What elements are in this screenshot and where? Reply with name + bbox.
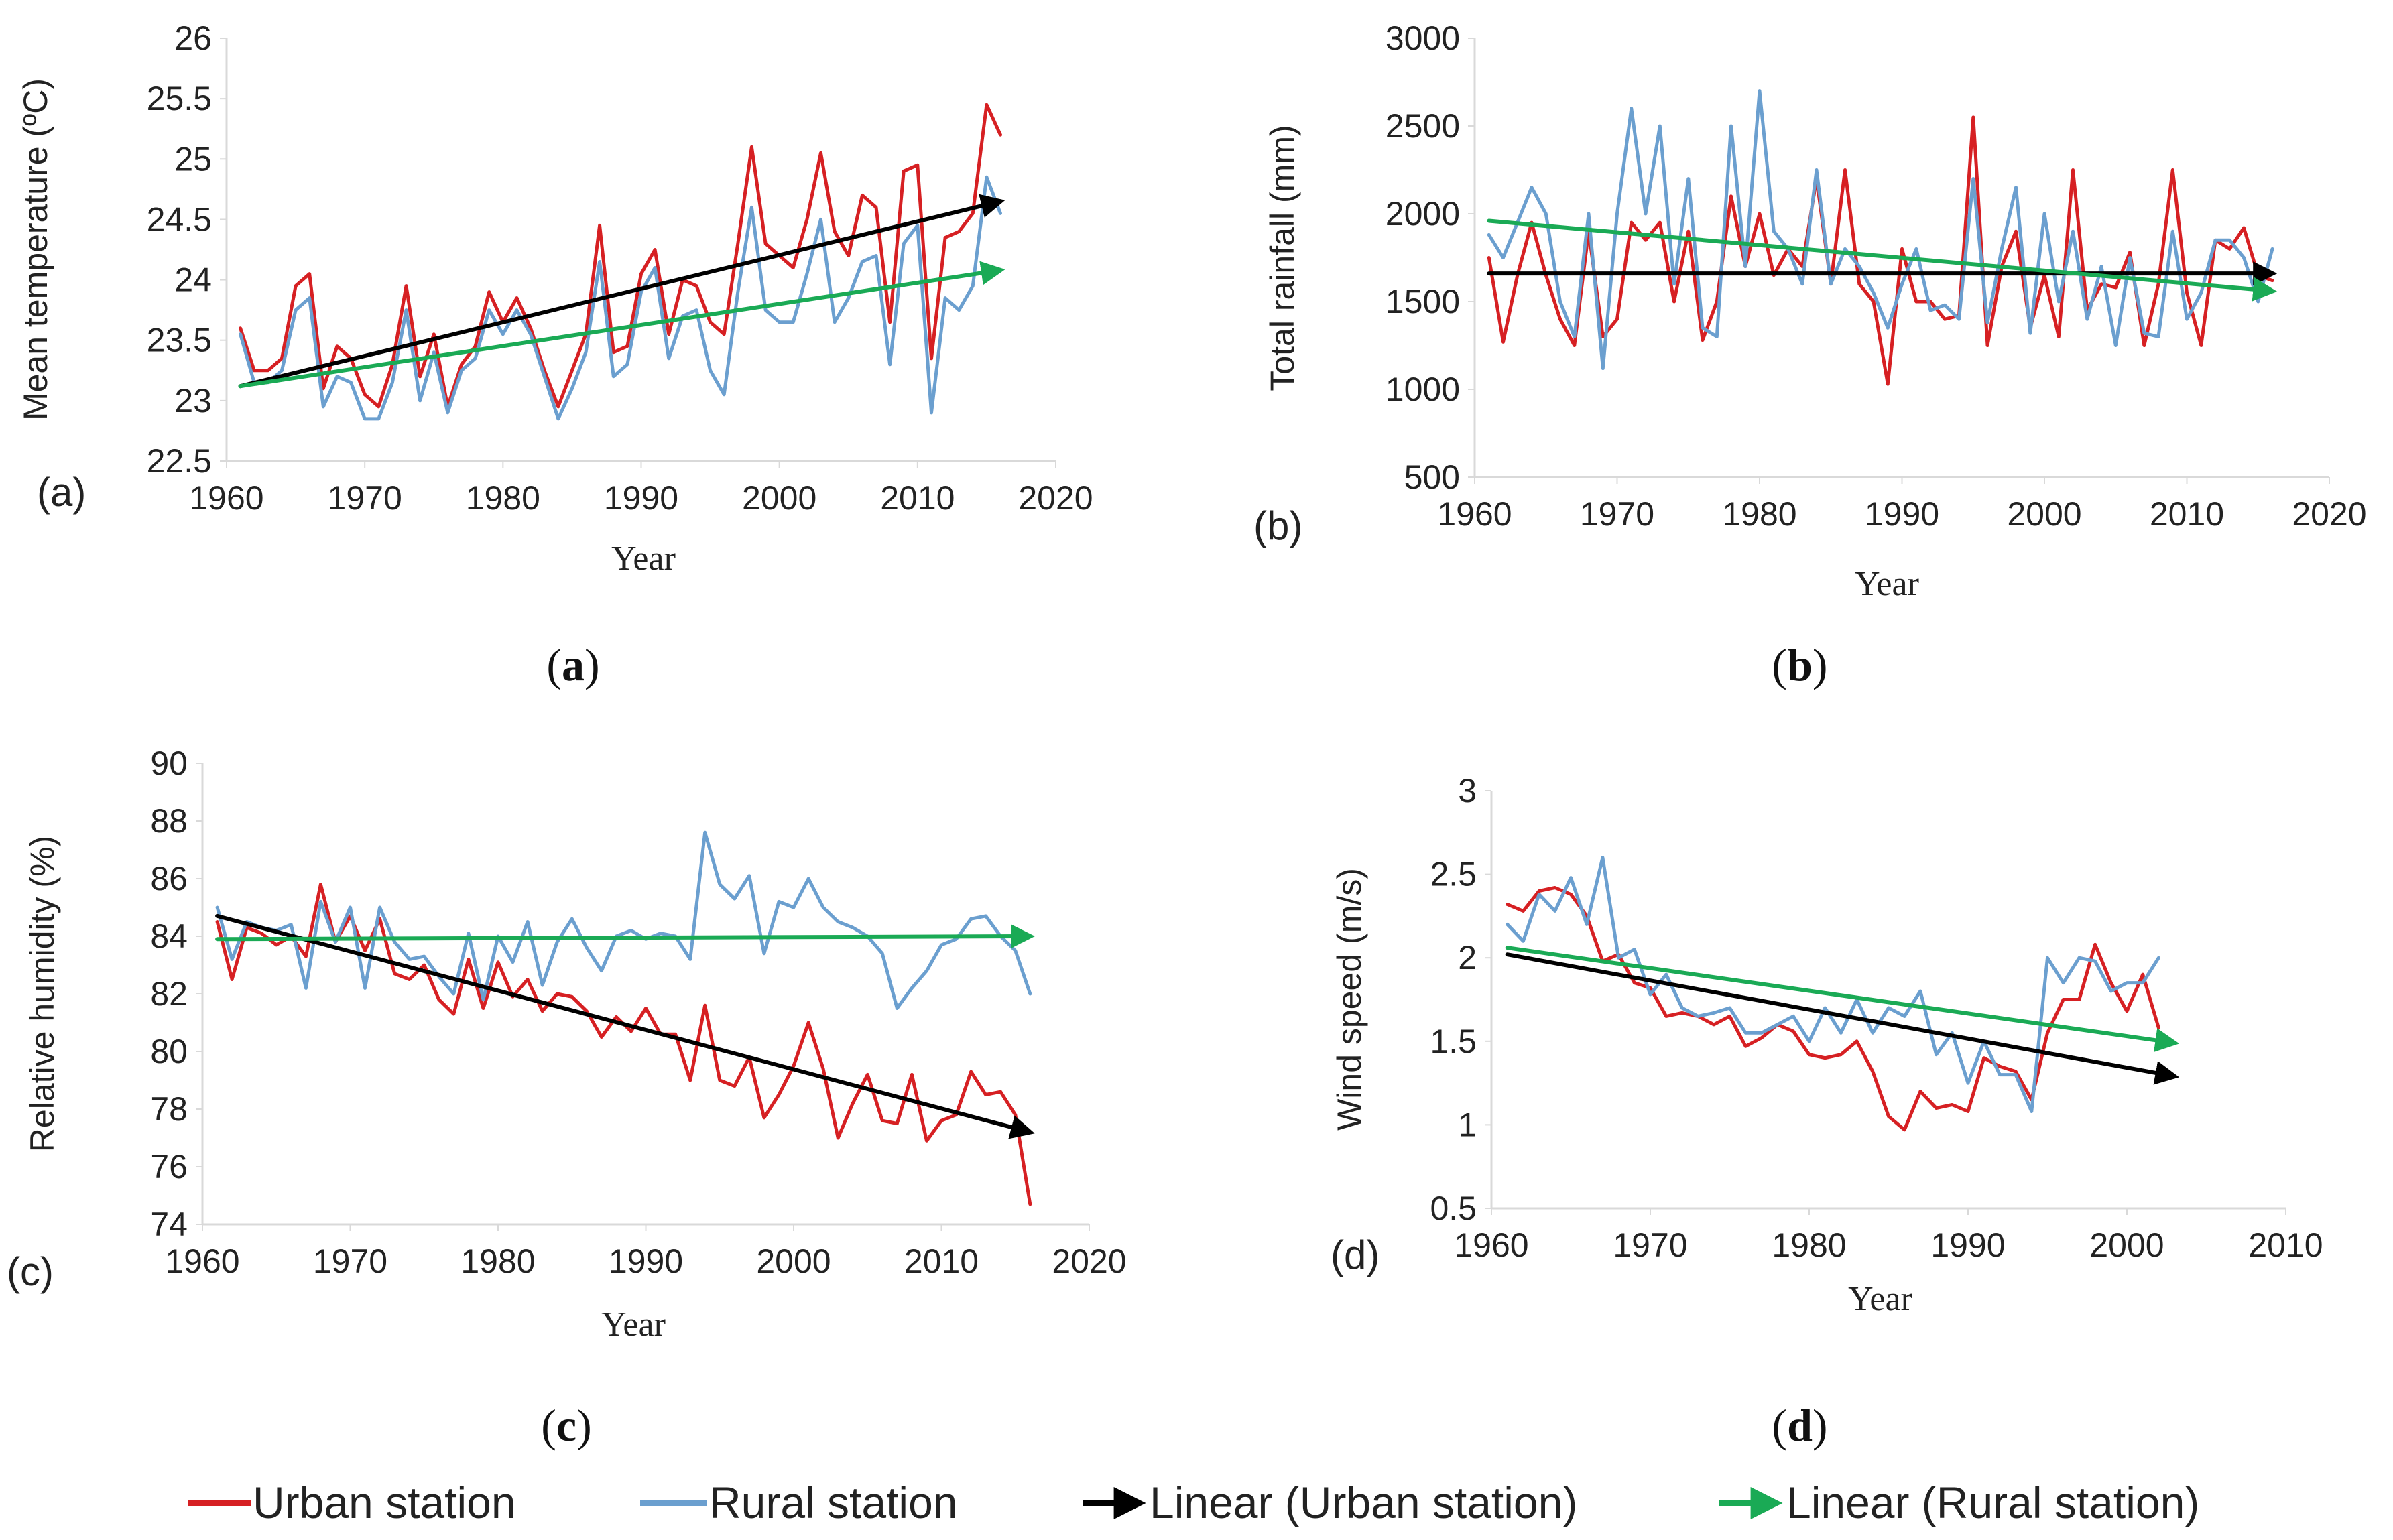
x-axis-title: Year [1855, 565, 1919, 603]
y-tick-label: 90 [150, 745, 188, 782]
x-tick-label: 2000 [742, 479, 816, 517]
panel-a: 22.5 23 23.5 24 24.5 25 25.5 26 1960 1970 1980 1990… [17, 19, 1093, 578]
y-tick-label: 88 [150, 802, 188, 840]
y-tick-label: 22.5 [147, 442, 212, 480]
y-axis-title: Total rainfall (mm) [1264, 125, 1301, 391]
y-tick-label: 82 [150, 975, 188, 1013]
x-axis-title: Year [601, 1305, 666, 1344]
y-tick-label: 1500 [1386, 283, 1460, 320]
y-tick-label: 24.5 [147, 200, 212, 238]
x-tick-label: 2010 [2248, 1226, 2323, 1264]
series-line-rural [239, 175, 1002, 421]
y-tick-label: 76 [150, 1148, 188, 1185]
y-tick-label: 1.5 [1430, 1023, 1477, 1060]
x-tick-label: 1960 [1454, 1226, 1528, 1264]
series-line-urban [239, 103, 1002, 409]
x-tick-label: 1960 [1437, 495, 1512, 533]
panel-b: 500 1000 1500 2000 2500 3000 1960 1970 1980 1990 2… [1253, 19, 2367, 603]
x-tick-label: 1960 [189, 479, 263, 517]
x-tick-label: 1990 [604, 479, 678, 517]
y-tick-label: 23 [174, 382, 212, 420]
y-tick-label: 23.5 [147, 322, 212, 359]
y-tick-label: 3000 [1386, 19, 1460, 57]
panel-label: (c) [7, 1249, 54, 1294]
series-line-rural-trend [1505, 946, 2180, 1053]
y-tick-label: 500 [1404, 458, 1460, 496]
legend-label-rural: Rural station [709, 1478, 958, 1527]
x-tick-label: 1990 [1865, 495, 1939, 533]
series-line-rural [215, 830, 1032, 1010]
x-tick-label: 2000 [2007, 495, 2081, 533]
series-line-rural-trend [215, 924, 1035, 949]
y-tick-label: 25.5 [147, 80, 212, 117]
series-line-rural [1487, 89, 2274, 371]
x-tick-label: 1980 [461, 1242, 535, 1280]
series-line-urban [1506, 886, 2160, 1132]
panel-c: 74 76 78 80 82 84 86 88 90 1960 1970 1980 1990 2000 20… [7, 745, 1127, 1344]
caption-c: (c) [541, 1400, 592, 1451]
y-tick-label: 2 [1458, 939, 1477, 976]
y-tick-label: 2500 [1386, 107, 1460, 145]
series-line-rural [1506, 856, 2160, 1113]
series-line-rural-trend [1487, 218, 2278, 302]
series-line-urban-trend [238, 194, 1005, 389]
panel-label: (d) [1331, 1232, 1379, 1277]
x-tick-label: 2010 [904, 1242, 979, 1280]
y-tick-label: 25 [174, 140, 212, 178]
x-tick-label: 2000 [756, 1242, 831, 1280]
y-axis-title: Relative humidity (%) [23, 836, 61, 1152]
series-line-urban-trend [215, 913, 1035, 1139]
series-line-urban [1487, 115, 2274, 386]
x-tick-label: 2020 [1052, 1242, 1126, 1280]
x-tick-label: 1990 [1930, 1226, 2005, 1264]
y-tick-label: 86 [150, 860, 188, 897]
y-tick-label: 24 [174, 261, 212, 299]
panel-d: 0.5 1 1.5 2 2.5 3 1960 1970 1980 1990 2000 2010 Wind… [1331, 772, 2323, 1318]
y-axis-title: Wind speed (m/s) [1331, 868, 1368, 1131]
y-tick-label: 2.5 [1430, 856, 1477, 893]
y-tick-label: 78 [150, 1090, 188, 1128]
x-tick-label: 2010 [2150, 495, 2224, 533]
x-tick-label: 1980 [466, 479, 540, 517]
x-tick-label: 1990 [609, 1242, 683, 1280]
caption-b: (b) [1772, 639, 1827, 690]
y-tick-label: 1000 [1386, 371, 1460, 408]
legend-label-urban: Urban station [253, 1478, 516, 1527]
caption-d: (d) [1772, 1400, 1827, 1451]
series-line-rural-trend [238, 261, 1005, 389]
y-tick-label: 1 [1458, 1106, 1477, 1143]
x-tick-label: 1970 [1580, 495, 1654, 533]
legend-label-urban-trend: Linear (Urban station) [1150, 1478, 1577, 1527]
panel-label: (b) [1253, 503, 1302, 548]
x-tick-label: 2020 [2292, 495, 2366, 533]
x-tick-label: 1970 [313, 1242, 387, 1280]
legend-label-rural-trend: Linear (Rural station) [1786, 1478, 2199, 1527]
x-tick-label: 1960 [165, 1242, 239, 1280]
x-tick-label: 2020 [1018, 479, 1093, 517]
x-tick-label: 1980 [1722, 495, 1796, 533]
y-tick-label: 26 [174, 19, 212, 57]
x-tick-label: 1970 [328, 479, 402, 517]
y-tick-label: 84 [150, 917, 188, 955]
x-tick-label: 2000 [2089, 1226, 2164, 1264]
y-tick-label: 3 [1458, 772, 1477, 810]
x-tick-label: 1970 [1613, 1226, 1687, 1264]
x-tick-label: 1980 [1772, 1226, 1846, 1264]
y-tick-label: 2000 [1386, 195, 1460, 233]
caption-a: (a) [546, 639, 599, 690]
legend: Urban station Rural station Linear (Urba… [188, 1478, 2199, 1527]
y-tick-label: 74 [150, 1206, 188, 1243]
x-axis-title: Year [1848, 1280, 1912, 1318]
y-axis-title: Mean temperature (ºC) [17, 78, 54, 420]
y-tick-label: 80 [150, 1033, 188, 1070]
y-tick-label: 0.5 [1430, 1190, 1477, 1227]
panel-label: (a) [37, 470, 86, 515]
x-axis-title: Year [611, 539, 676, 578]
series-line-urban-trend [1505, 952, 2180, 1085]
x-tick-label: 2010 [880, 479, 955, 517]
